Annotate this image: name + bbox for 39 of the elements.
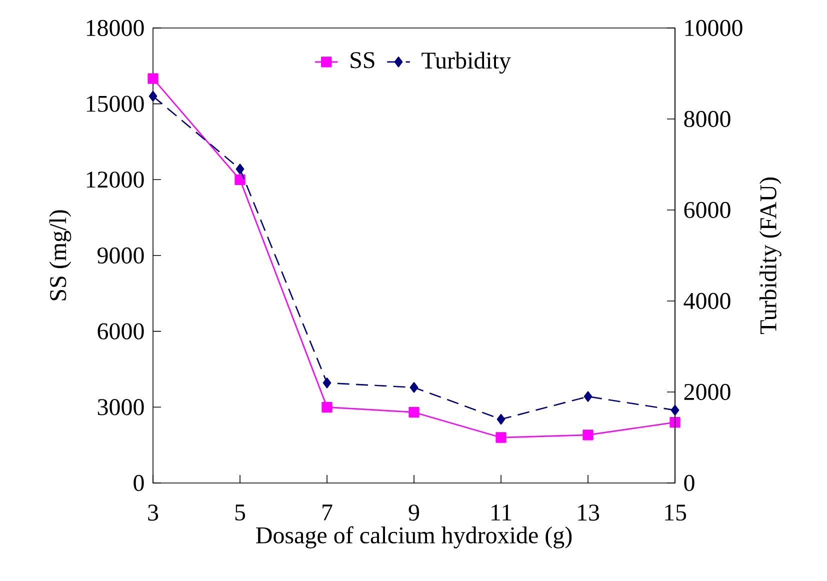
y2-tick-label: 10000 [685,20,742,36]
y-tick-label: 3000 [98,399,144,416]
y-tick-label: 0 [134,474,144,492]
y-tick-label: 6000 [98,323,144,340]
y2-axis-title: Turbidity (FAU) [760,178,782,334]
x-tick-label: 5 [235,504,246,521]
x-tick-label: 3 [148,504,158,521]
y-axis-title: SS (mg/l) [49,210,72,300]
point [322,378,332,388]
y-tick-label: 18000 [86,20,144,36]
point [496,414,506,425]
point [408,406,420,418]
point [670,404,680,416]
legend-label: SS [350,52,374,68]
point [148,73,158,84]
y-tick-label: 15000 [86,96,144,112]
y2-tick-label: 6000 [684,202,730,218]
x-tick-label: 13 [578,504,600,521]
legend-label: Turbidity [422,52,511,74]
point [322,402,332,412]
point [582,430,594,440]
point [236,164,244,174]
point [584,391,592,402]
x-axis-title: Dosage of calcium hydroxide (g) [256,526,572,548]
point [670,416,680,428]
x-tick-label: 7 [322,504,332,520]
y2-tick-label: 0 [684,474,694,492]
x-tick-label: 11 [492,504,512,520]
point [148,90,158,102]
y2-tick-label: 8000 [684,110,730,128]
y2-tick-label: 4000 [684,292,730,310]
point [234,174,246,185]
x-tick-label: 9 [408,504,420,521]
point [496,432,506,443]
y-tick-label: 9000 [98,247,144,264]
y2-tick-label: 2000 [684,384,730,400]
x-tick-label: 15 [665,504,686,521]
y-tick-label: 12000 [86,172,144,188]
point [410,382,418,393]
